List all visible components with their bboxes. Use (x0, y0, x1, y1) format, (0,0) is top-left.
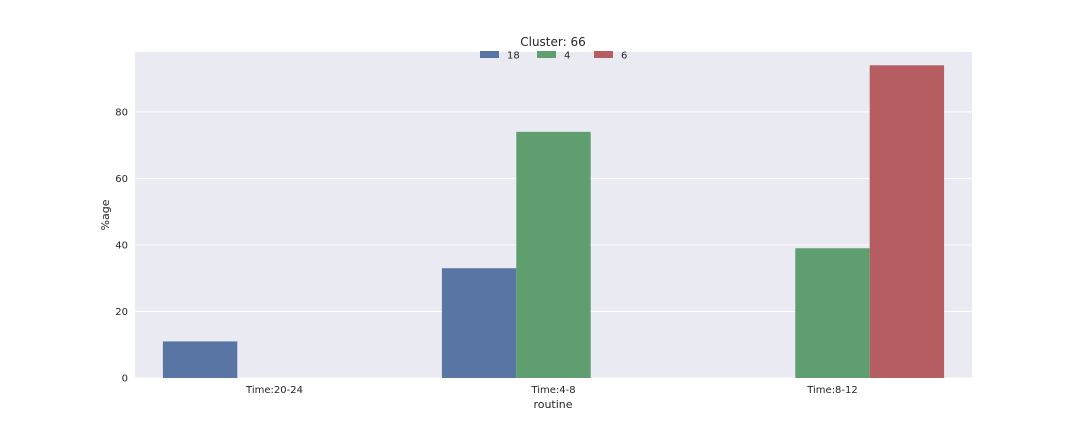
legend-label: 6 (621, 51, 627, 62)
y-tick-label: 80 (115, 107, 128, 118)
x-axis-title: routine (533, 398, 572, 411)
legend-swatch (480, 51, 499, 58)
legend-swatch (537, 51, 556, 58)
x-tick-labels: Time:20-24 Time:4-8 Time:8-12 (245, 385, 858, 396)
legend-label: 4 (564, 51, 570, 62)
x-tick-label: Time:4-8 (530, 385, 575, 396)
legend-label: 18 (507, 51, 520, 62)
x-tick-label: Time:8-12 (806, 385, 858, 396)
bar-series-4-2 (795, 248, 870, 378)
legend: 18 4 6 (480, 51, 627, 62)
y-axis-title: %age (99, 199, 112, 230)
bar-series-18-1 (441, 268, 517, 378)
y-tick-label: 60 (115, 174, 128, 185)
bar-series-6-2 (869, 65, 945, 378)
x-tick-label: Time:20-24 (245, 385, 303, 396)
bar-series-18-0 (162, 341, 238, 378)
bars (162, 65, 945, 378)
y-tick-labels: 0 20 40 60 80 (115, 107, 128, 384)
y-tick-label: 20 (115, 307, 128, 318)
bar-series-4-1 (516, 131, 591, 378)
y-tick-label: 40 (115, 240, 128, 251)
chart-title: Cluster: 66 (520, 35, 586, 49)
y-tick-label: 0 (122, 374, 128, 385)
legend-swatch (594, 51, 613, 58)
